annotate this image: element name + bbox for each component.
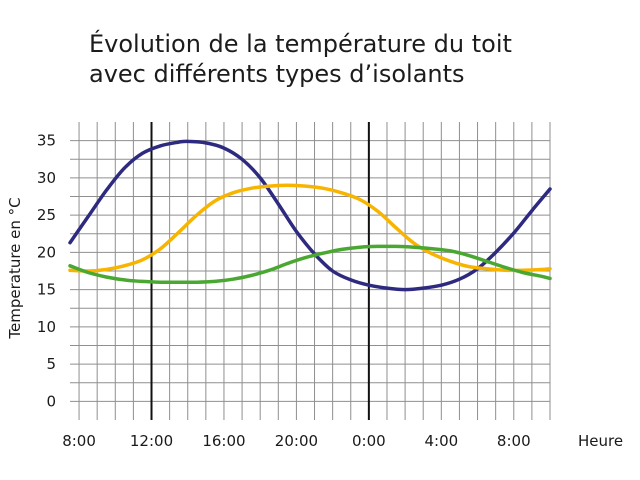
y-tick-label: 20 xyxy=(37,243,56,261)
y-tick-label: 10 xyxy=(37,318,56,336)
y-tick-label: 35 xyxy=(37,132,56,150)
chart-title-line-1: Évolution de la température du toit xyxy=(89,30,512,58)
y-tick-label: 30 xyxy=(37,169,56,187)
chart-title-line-2: avec différents types d’isolants xyxy=(89,60,465,88)
y-tick-label: 15 xyxy=(37,281,56,299)
major-vertical-lines xyxy=(150,122,370,420)
y-axis-label: Temperature en °C xyxy=(6,197,24,339)
series-line-1 xyxy=(68,139,552,292)
y-tick-label: 5 xyxy=(46,355,56,373)
x-tick-label: 8:00 xyxy=(62,432,96,450)
x-tick-label: 16:00 xyxy=(202,432,245,450)
y-tick-label: 0 xyxy=(46,392,56,410)
series-line-3 xyxy=(68,244,552,284)
series-line-2 xyxy=(68,183,552,273)
y-tick-labels: 0 5 10 15 20 25 30 35 xyxy=(37,132,56,411)
x-tick-label: 0:00 xyxy=(352,432,386,450)
x-tick-label: 12:00 xyxy=(130,432,173,450)
x-tick-label: 4:00 xyxy=(424,432,458,450)
x-tick-labels: 8:00 12:00 16:00 20:00 0:00 4:00 8:00 xyxy=(62,432,530,450)
x-tick-label: 20:00 xyxy=(275,432,318,450)
x-tick-label: 8:00 xyxy=(497,432,531,450)
grid xyxy=(70,122,551,420)
x-axis-label: Heure xyxy=(578,432,623,450)
chart-title: Évolution de la température du toit avec… xyxy=(89,29,609,89)
y-tick-label: 25 xyxy=(37,206,56,224)
series-lines xyxy=(68,139,552,292)
